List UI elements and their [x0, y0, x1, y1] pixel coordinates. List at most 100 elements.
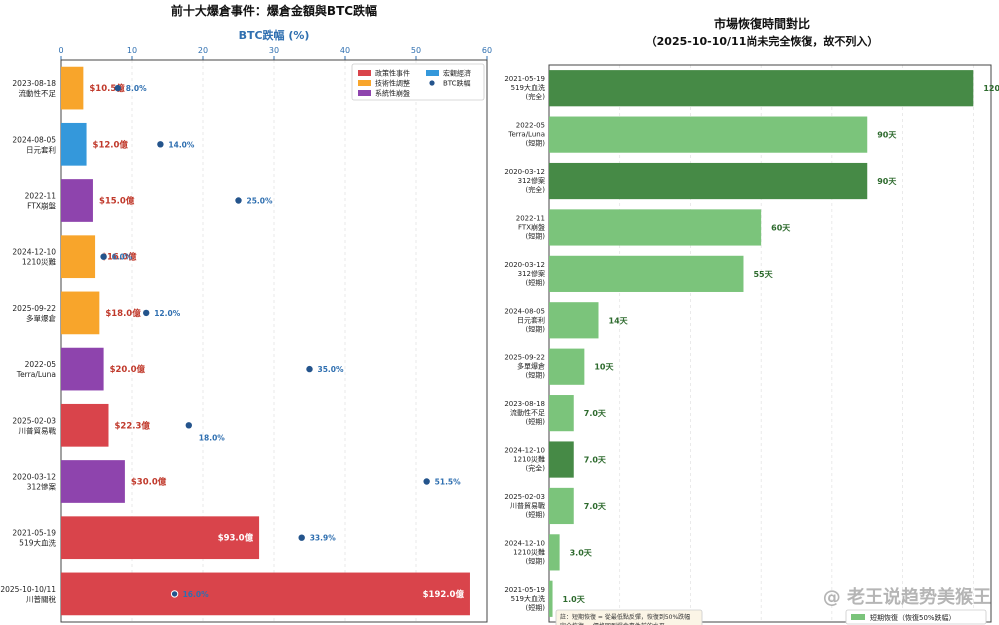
legend-label: 技術性調整: [375, 79, 410, 88]
legend-swatch: [426, 70, 439, 76]
top-axis-tick-label: 30: [269, 46, 279, 55]
recovery-bar: [549, 70, 974, 107]
recovery-date-label: 2025-02-03: [504, 493, 545, 501]
watermark-text: @ 老王说趋势美猴王: [822, 587, 991, 608]
recovery-type-label: (完全): [526, 464, 546, 473]
recovery-type-label: (短期): [526, 510, 546, 519]
recovery-date-label: 2024-08-05: [504, 307, 545, 315]
recovery-days-label: 90天: [877, 131, 897, 140]
recovery-bar: [549, 487, 574, 525]
amount-label: $12.0億: [93, 139, 129, 150]
recovery-bar: [549, 395, 574, 432]
recovery-days-label: 14天: [609, 316, 629, 325]
amount-label: $22.3億: [114, 420, 150, 431]
btc-drop-label: 33.9%: [310, 534, 337, 543]
recovery-bar: [549, 162, 868, 200]
btc-drop-point: [100, 253, 107, 260]
recovery-bar: [549, 302, 599, 339]
event-date-label: 2024-08-05: [12, 135, 56, 144]
event-name-label: 川普貿易戰: [19, 425, 57, 435]
recovery-legend-swatch: [851, 614, 865, 620]
recovery-days-label: 120天: [983, 84, 999, 93]
recovery-name-label: 519大血洗: [511, 83, 545, 92]
event-name-label: 流動性不足: [19, 88, 57, 98]
legend-box: [351, 63, 485, 101]
recovery-date-label: 2022-11: [516, 214, 545, 222]
btc-drop-label: 25.0%: [247, 197, 274, 206]
recovery-name-label: 312慘案: [518, 269, 545, 278]
liquidation-bar: [61, 516, 260, 560]
amount-label: $10.5億: [89, 83, 125, 94]
amount-label: $16.0億: [101, 252, 137, 263]
btc-drop-point: [298, 534, 305, 541]
event-name-label: 1210災難: [22, 257, 57, 267]
recovery-type-label: (短期): [526, 556, 546, 565]
recovery-name-label: Terra/Luna: [507, 131, 545, 139]
recovery-name-label: 日元套利: [517, 315, 545, 324]
amount-label: $15.0億: [99, 196, 135, 207]
recovery-days-label: 7.0天: [584, 409, 607, 418]
legend-swatch: [358, 70, 371, 76]
recovery-date-label: 2025-09-22: [504, 354, 545, 362]
liquidation-bar: [61, 122, 87, 166]
recovery-days-label: 1.0天: [563, 595, 586, 604]
recovery-type-label: (完全): [526, 92, 546, 101]
legend-label: 宏觀經濟: [443, 69, 471, 78]
event-name-label: 日元套利: [26, 144, 56, 154]
btc-drop-point: [143, 309, 150, 317]
note-line: 完全恢復 = 價格回到爆倉事件前的水平: [560, 622, 665, 625]
amount-label: $20.0億: [110, 364, 146, 375]
liquidation-bar: [61, 460, 125, 503]
legend-swatch: [358, 80, 371, 86]
right-chart-subtitle: （2025-10-10/11尚未完全恢復，故不列入）: [646, 34, 879, 48]
btc-drop-label: 6.0%: [112, 253, 133, 262]
amount-label: $18.0億: [105, 308, 141, 319]
recovery-name-label: 川普貿易戰: [510, 501, 545, 510]
liquidation-bar: [61, 403, 109, 447]
liquidation-bar: [61, 291, 100, 335]
recovery-type-label: (短期): [526, 603, 546, 612]
event-name-label: 519大血洗: [19, 538, 56, 548]
event-date-label: 2022-11: [25, 192, 57, 201]
amount-label: $30.0億: [131, 477, 167, 488]
top-axis-tick-label: 20: [198, 46, 208, 55]
btc-drop-point: [170, 590, 179, 598]
event-name-label: 川普關稅: [26, 594, 56, 604]
btc-drop-label: 35.0%: [318, 365, 345, 374]
event-date-label: 2025-09-22: [12, 304, 56, 313]
btc-drop-point: [185, 422, 192, 429]
liquidation-bar: [61, 66, 84, 110]
recovery-legend-box: [845, 609, 987, 625]
recovery-date-label: 2021-05-19: [504, 75, 545, 83]
recovery-chart: 市場恢復時間對比 （2025-10-10/11尚未完全恢復，故不列入） 120天 20…: [504, 16, 999, 625]
liquidation-bar: [61, 347, 104, 391]
top-axis-tick-label: 50: [411, 46, 421, 55]
legend-swatch: [429, 80, 435, 86]
event-name-label: FTX崩盤: [27, 201, 56, 211]
recovery-type-label: (短期): [526, 278, 546, 287]
liquidation-chart: 前十大爆倉事件：爆倉金額與BTC跌幅 BTC跌幅 (%) 0 10 20 30 40 50 60…: [0, 3, 492, 623]
event-name-label: 312慘案: [27, 482, 57, 492]
btc-drop-label: 12.0%: [154, 309, 181, 318]
event-date-label: 2024-12-10: [12, 248, 56, 257]
recovery-name-label: 1210災難: [513, 455, 545, 464]
btc-drop-label: 51.5%: [435, 478, 462, 487]
recovery-date-label: 2023-08-18: [504, 400, 545, 408]
recovery-name-label: 312慘案: [518, 176, 545, 185]
legend-swatch: [358, 90, 371, 96]
recovery-type-label: (短期): [526, 139, 546, 148]
recovery-days-label: 10天: [594, 363, 614, 372]
recovery-name-label: 1210災難: [513, 547, 545, 556]
recovery-type-label: (短期): [526, 324, 546, 333]
top-axis-tick-label: 10: [127, 46, 137, 55]
recovery-legend-label: 短期恢復（恢復50%跌幅）: [870, 613, 956, 622]
liquidation-bar: [61, 572, 470, 616]
amount-label: $93.0億: [218, 533, 254, 544]
recovery-date-label: 2020-03-12: [504, 168, 545, 176]
event-date-label: 2023-08-18: [12, 79, 56, 88]
legend-label: BTC跌幅: [443, 79, 471, 88]
btc-drop-point: [114, 84, 122, 92]
recovery-days-label: 55天: [753, 270, 773, 279]
recovery-date-label: 2024-12-10: [504, 447, 545, 455]
